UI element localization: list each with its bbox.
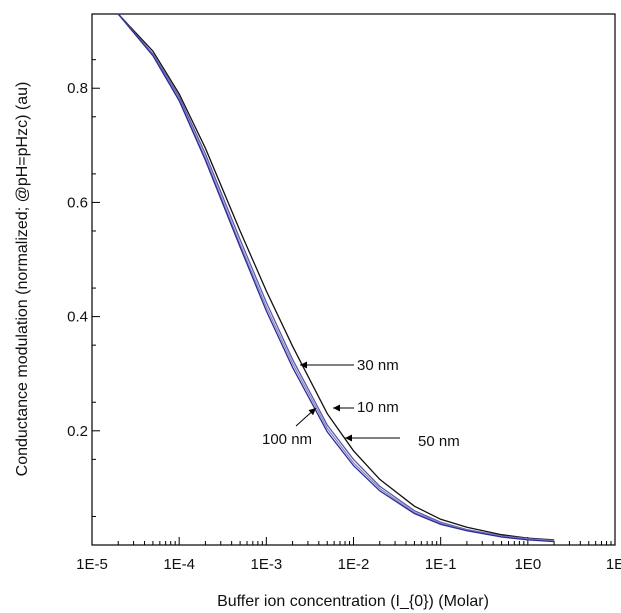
x-tick-label: 1E-4	[163, 556, 195, 573]
annotation-label: 10 nm	[357, 399, 399, 416]
x-axis-title: Buffer ion concentration (I_{0}) (Molar)	[217, 593, 489, 610]
series-layer	[117, 13, 555, 543]
y-tick-label: 0.6	[67, 194, 88, 211]
annotation-arrowhead	[300, 361, 307, 369]
x-tick-label: 1E-1	[425, 556, 457, 573]
plot-frame	[91, 13, 616, 546]
x-tick-label: 1E	[606, 556, 621, 573]
y-tick-label: 0.8	[67, 80, 88, 97]
annotation-label: 100 nm	[262, 431, 312, 448]
series-line-30-nm	[117, 13, 555, 541]
x-tick-label: 1E-3	[250, 556, 282, 573]
y-tick-label: 0.4	[67, 309, 88, 326]
annotation-label: 30 nm	[357, 357, 399, 374]
x-axis: 1E-5 1E-4 1E-3 1E-2 1E-1 1E0 1E	[76, 537, 621, 573]
x-tick-label: 1E0	[514, 556, 541, 573]
y-axis: 0.2 0.4 0.6 0.8	[67, 59, 100, 517]
annotation-arrowhead	[345, 434, 352, 442]
x-tick-label: 1E-5	[76, 556, 108, 573]
y-tick-label: 0.2	[67, 423, 88, 440]
annotation-label: 50 nm	[418, 433, 460, 450]
y-axis-title: Conductance modulation (normalized; @pH=…	[14, 82, 31, 477]
annotation-arrowhead	[308, 408, 316, 416]
series-line-100-nm	[117, 13, 555, 543]
x-tick-label: 1E-2	[338, 556, 370, 573]
annotation-arrowhead	[333, 404, 340, 412]
annotation-layer: 30 nm 10 nm 50 nm 100 nm	[262, 357, 460, 450]
